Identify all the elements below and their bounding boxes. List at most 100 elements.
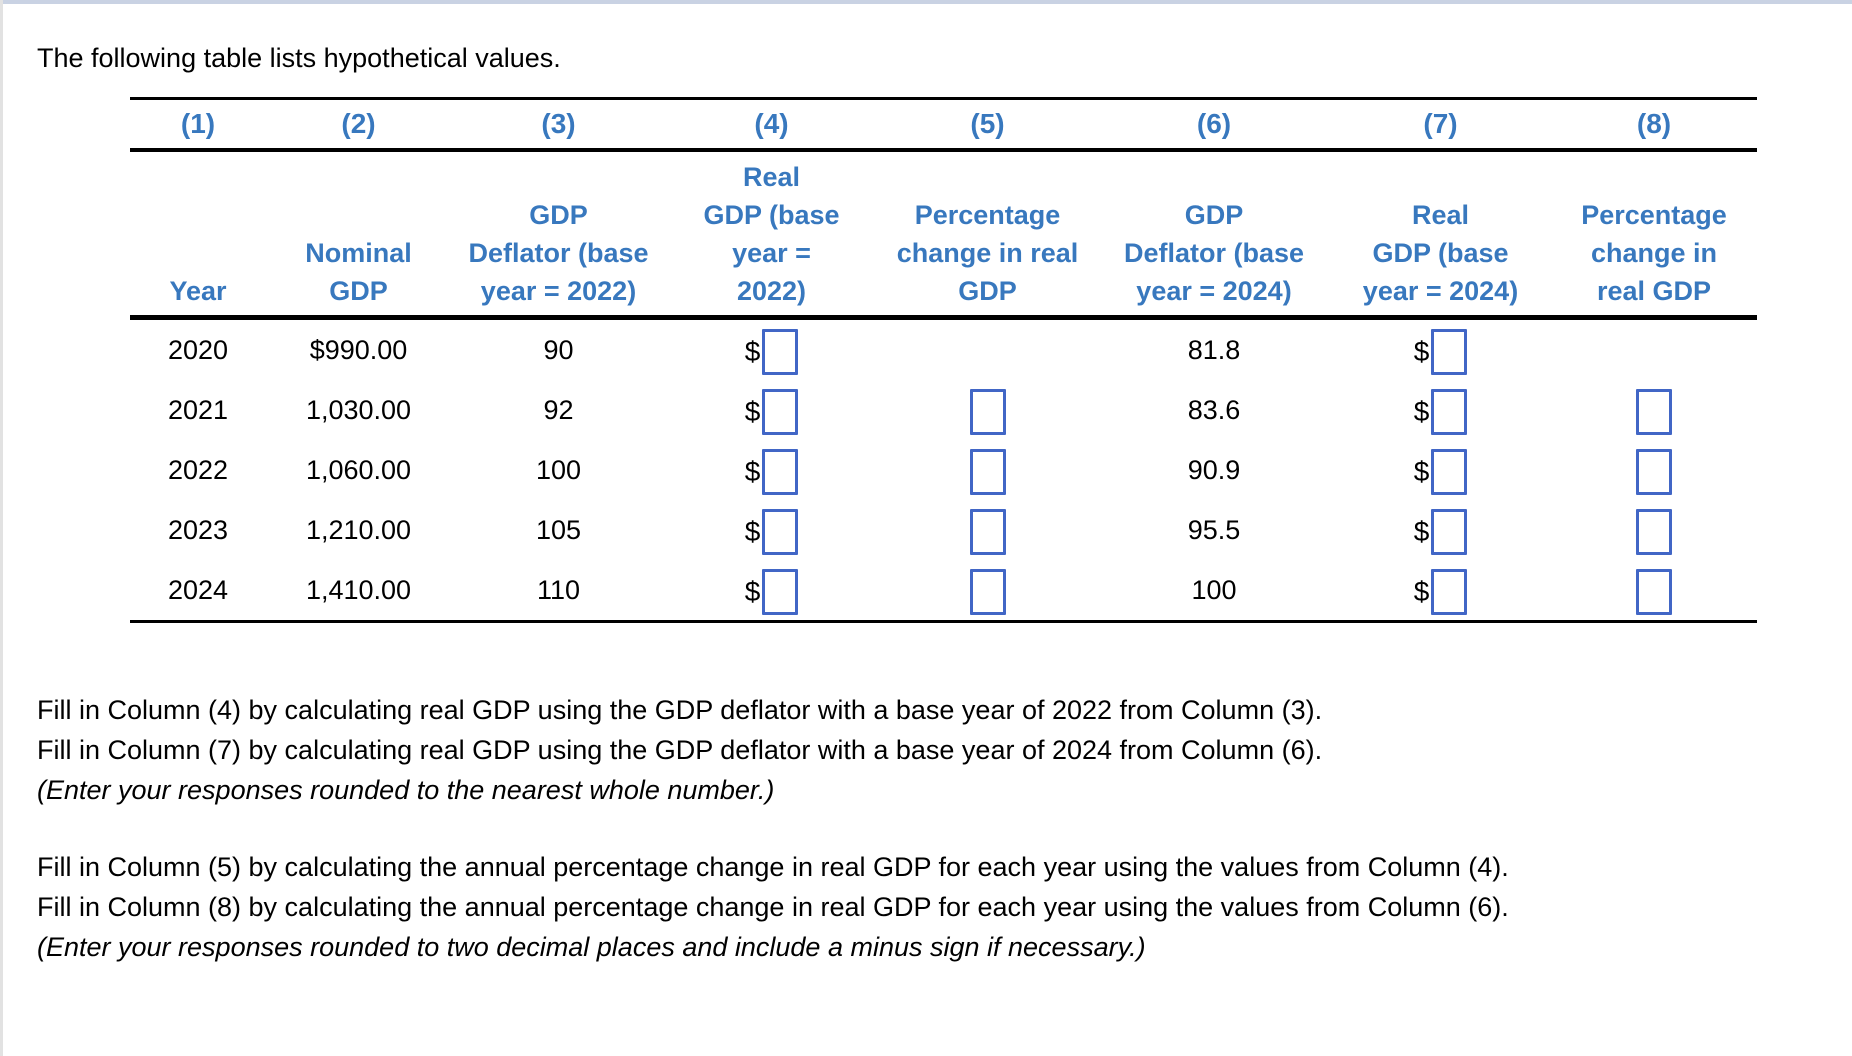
dollar-sign: $: [1413, 576, 1430, 607]
real-gdp-2024-input-2023[interactable]: [1431, 509, 1468, 555]
nominal-gdp-cell: $990.00: [309, 334, 408, 365]
real-gdp-2022-input-2021[interactable]: [762, 389, 799, 435]
pct-change-2024-cell: [1551, 569, 1757, 615]
year-cell: 2022: [167, 454, 229, 485]
real-gdp-2022-input-2022[interactable]: [762, 449, 799, 495]
real-gdp-2022-input-2024[interactable]: [762, 569, 799, 615]
header-real-gdp-2022: Real GDP (base year = 2022): [703, 162, 840, 306]
column-number-4: (4): [754, 108, 789, 139]
year-cell: 2021: [167, 394, 229, 425]
gdp-deflator-2024-cell: 90.9: [1187, 454, 1241, 485]
real-gdp-2024-cell: $: [1330, 509, 1551, 555]
real-gdp-2022-cell: $: [666, 329, 877, 375]
table-row-2024: 2024 1,410.00 110 $ 100 $: [130, 560, 1757, 620]
column-number-6: (6): [1196, 108, 1232, 139]
pct-change-2024-cell: [1551, 509, 1757, 555]
column-number-8: (8): [1636, 108, 1672, 139]
pct-change-2024-cell: [1551, 449, 1757, 495]
year-cell: 2020: [167, 334, 229, 365]
real-gdp-2022-cell: $: [666, 569, 877, 615]
instruction-line: Fill in Column (4) by calculating real G…: [37, 695, 1323, 725]
real-gdp-2024-cell: $: [1330, 389, 1551, 435]
dollar-sign: $: [744, 396, 761, 427]
table-row-2021: 2021 1,030.00 92 $ 83.6 $: [130, 380, 1757, 440]
pct-change-2022-cell: [877, 569, 1098, 615]
real-gdp-2022-input-2020[interactable]: [762, 329, 799, 375]
header-pct-change-real-gdp-2022: Percentage change in real GDP: [896, 200, 1079, 306]
real-gdp-2024-cell: $: [1330, 329, 1551, 375]
year-cell: 2024: [167, 574, 229, 605]
header-pct-change-real-gdp-2024: Percentage change in real GDP: [1581, 200, 1727, 306]
table-row-2023: 2023 1,210.00 105 $ 95.5 $: [130, 500, 1757, 560]
instruction-line: Fill in Column (8) by calculating the an…: [37, 892, 1509, 922]
instruction-line: Fill in Column (5) by calculating the an…: [37, 852, 1509, 882]
real-gdp-2024-cell: $: [1330, 569, 1551, 615]
column-number-2: (2): [341, 108, 376, 139]
nominal-gdp-cell: 1,410.00: [305, 574, 412, 605]
header-gdp-deflator-2024: GDP Deflator (base year = 2024): [1123, 200, 1305, 306]
dollar-sign: $: [1413, 336, 1430, 367]
dollar-sign: $: [1413, 396, 1430, 427]
top-panel-divider: [0, 0, 1852, 4]
header-gdp-deflator-2022: GDP Deflator (base year = 2022): [468, 200, 649, 306]
pct-change-2022-cell: [877, 389, 1098, 435]
real-gdp-2022-cell: $: [666, 509, 877, 555]
dollar-sign: $: [1413, 456, 1430, 487]
gdp-table: (1) (2) (3) (4) (5) (6) (7) (8) Year Nom…: [130, 97, 1757, 623]
dollar-sign: $: [744, 336, 761, 367]
real-gdp-2024-input-2020[interactable]: [1431, 329, 1468, 375]
intro-text: The following table lists hypothetical v…: [37, 43, 561, 73]
real-gdp-2024-input-2024[interactable]: [1431, 569, 1468, 615]
header-nominal-gdp: Nominal GDP: [305, 238, 412, 306]
column-number-3: (3): [541, 108, 576, 139]
table-row-2022: 2022 1,060.00 100 $ 90.9 $: [130, 440, 1757, 500]
instruction-line: Fill in Column (7) by calculating real G…: [37, 735, 1323, 765]
pct-change-2024-input-2022[interactable]: [1636, 449, 1672, 495]
column-numbers-row: (1) (2) (3) (4) (5) (6) (7) (8): [130, 97, 1757, 152]
gdp-deflator-2024-cell: 81.8: [1187, 334, 1241, 365]
gdp-deflator-2024-cell: 83.6: [1187, 394, 1241, 425]
header-row: Year Nominal GDP GDP Deflator (base year…: [130, 152, 1757, 320]
instructions-columns-5-8: Fill in Column (5) by calculating the an…: [37, 847, 1509, 967]
pct-change-2024-input-2024[interactable]: [1636, 569, 1672, 615]
instructions-columns-4-7: Fill in Column (4) by calculating real G…: [37, 690, 1322, 810]
dollar-sign: $: [744, 576, 761, 607]
column-number-5: (5): [970, 108, 1005, 139]
real-gdp-2022-cell: $: [666, 389, 877, 435]
pct-change-2022-cell: [877, 449, 1098, 495]
gdp-deflator-2022-cell: 100: [535, 454, 582, 485]
year-cell: 2023: [167, 514, 229, 545]
left-panel-divider: [0, 0, 3, 1056]
pct-change-2022-input-2022[interactable]: [969, 449, 1006, 495]
instruction-note: (Enter your responses rounded to two dec…: [37, 932, 1146, 962]
header-real-gdp-2024: Real GDP (base year = 2024): [1362, 200, 1519, 306]
gdp-deflator-2022-cell: 110: [536, 574, 581, 605]
real-gdp-2022-input-2023[interactable]: [762, 509, 799, 555]
column-number-1: (1): [180, 108, 216, 139]
dollar-sign: $: [1413, 516, 1430, 547]
gdp-deflator-2022-cell: 105: [535, 514, 582, 545]
nominal-gdp-cell: 1,210.00: [305, 514, 412, 545]
column-number-7: (7): [1423, 108, 1458, 139]
pct-change-2022-input-2023[interactable]: [969, 509, 1006, 555]
dollar-sign: $: [744, 456, 761, 487]
instruction-note: (Enter your responses rounded to the nea…: [37, 775, 775, 805]
pct-change-2022-input-2021[interactable]: [969, 389, 1006, 435]
real-gdp-2022-cell: $: [666, 449, 877, 495]
gdp-deflator-2022-cell: 92: [543, 394, 574, 425]
real-gdp-2024-input-2022[interactable]: [1431, 449, 1468, 495]
table-row-2020: 2020 $990.00 90 $ 81.8 $: [130, 320, 1757, 380]
pct-change-2024-input-2023[interactable]: [1636, 509, 1672, 555]
pct-change-2024-input-2021[interactable]: [1636, 389, 1672, 435]
dollar-sign: $: [744, 516, 761, 547]
gdp-deflator-2022-cell: 90: [543, 334, 574, 365]
pct-change-2022-input-2024[interactable]: [969, 569, 1006, 615]
pct-change-2022-cell: [877, 509, 1098, 555]
nominal-gdp-cell: 1,030.00: [305, 394, 412, 425]
real-gdp-2024-cell: $: [1330, 449, 1551, 495]
pct-change-2024-cell: [1551, 389, 1757, 435]
real-gdp-2024-input-2021[interactable]: [1431, 389, 1468, 435]
nominal-gdp-cell: 1,060.00: [305, 454, 412, 485]
gdp-deflator-2024-cell: 95.5: [1187, 514, 1241, 545]
gdp-deflator-2024-cell: 100: [1191, 574, 1237, 605]
